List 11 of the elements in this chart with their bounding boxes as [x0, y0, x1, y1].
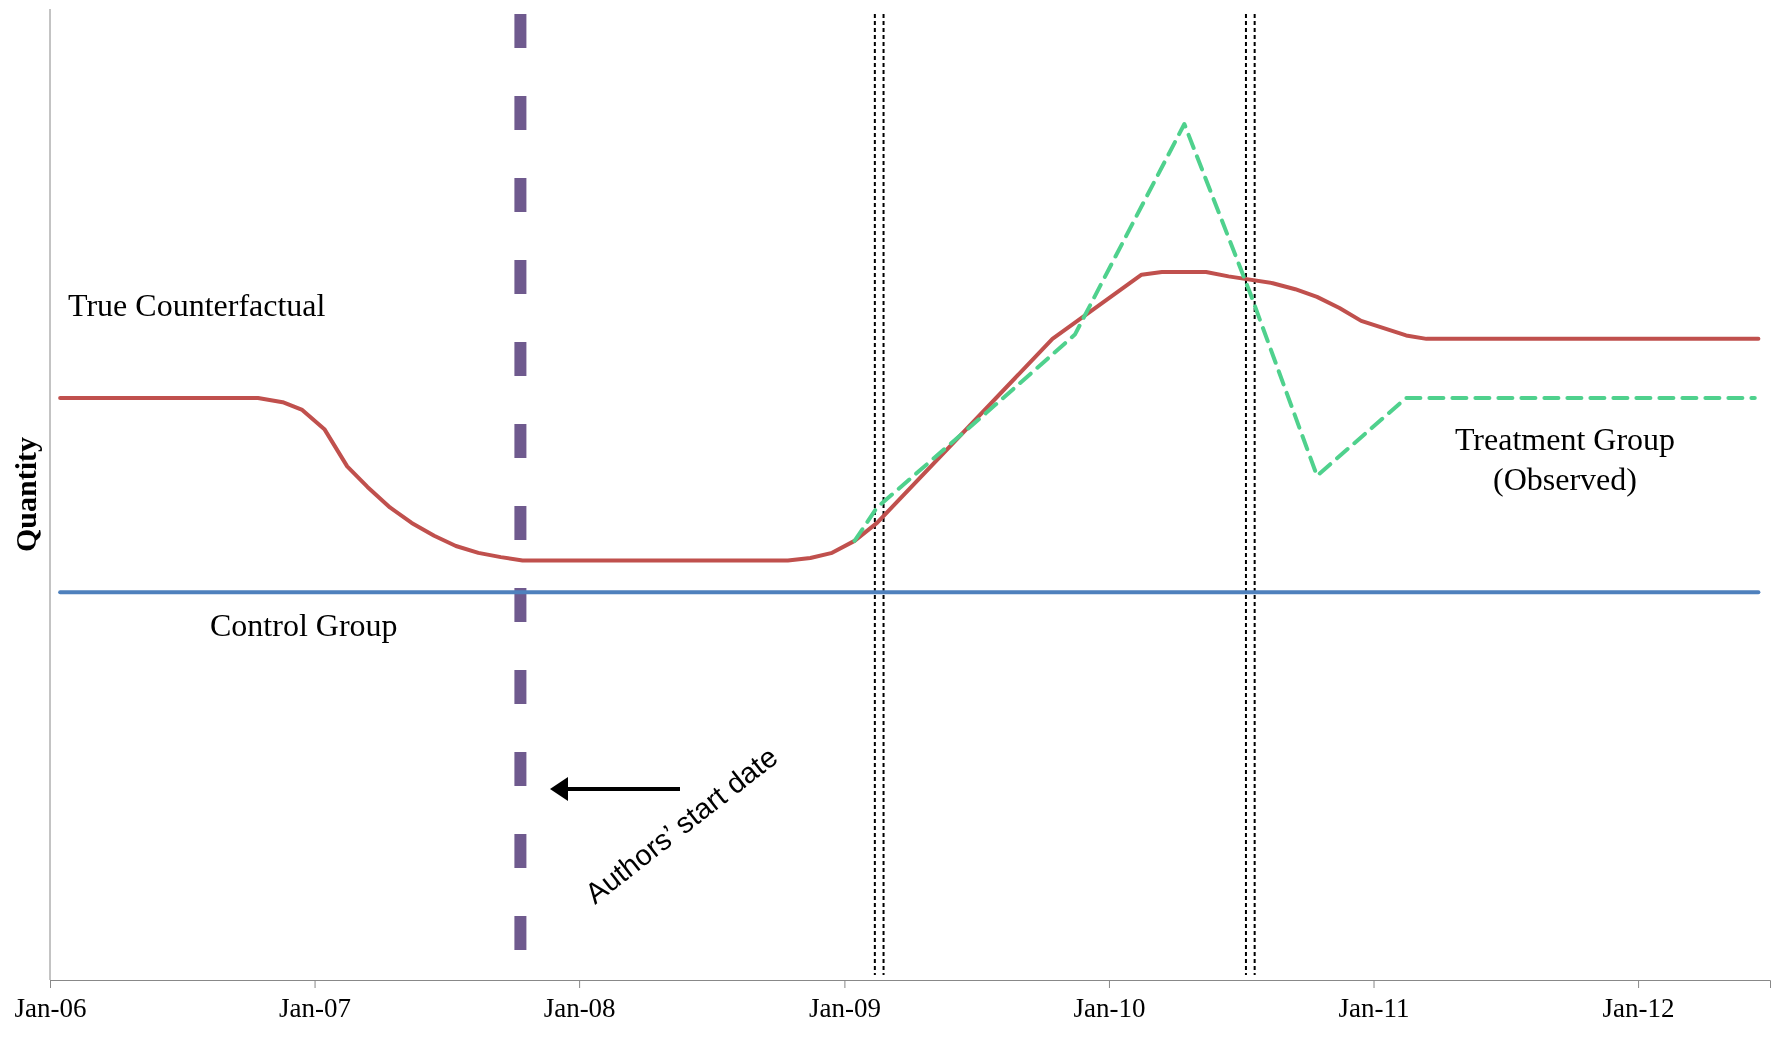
x-tick-label: Jan-11	[1338, 993, 1410, 1024]
series-label: Treatment Group (Observed)	[1454, 421, 1676, 497]
x-tick-label: Jan-08	[543, 993, 616, 1024]
x-tick-label: Jan-07	[279, 993, 352, 1024]
y-axis-title: Quantity	[9, 436, 42, 553]
text: True Counterfactual	[68, 287, 326, 323]
x-tick-label: Jan-09	[808, 993, 881, 1024]
x-tick-label: Jan-12	[1602, 993, 1675, 1024]
x-tick-label: Jan-06	[14, 993, 87, 1024]
x-tick-label: Jan-10	[1073, 993, 1146, 1024]
series-label: Control Group	[210, 607, 398, 643]
